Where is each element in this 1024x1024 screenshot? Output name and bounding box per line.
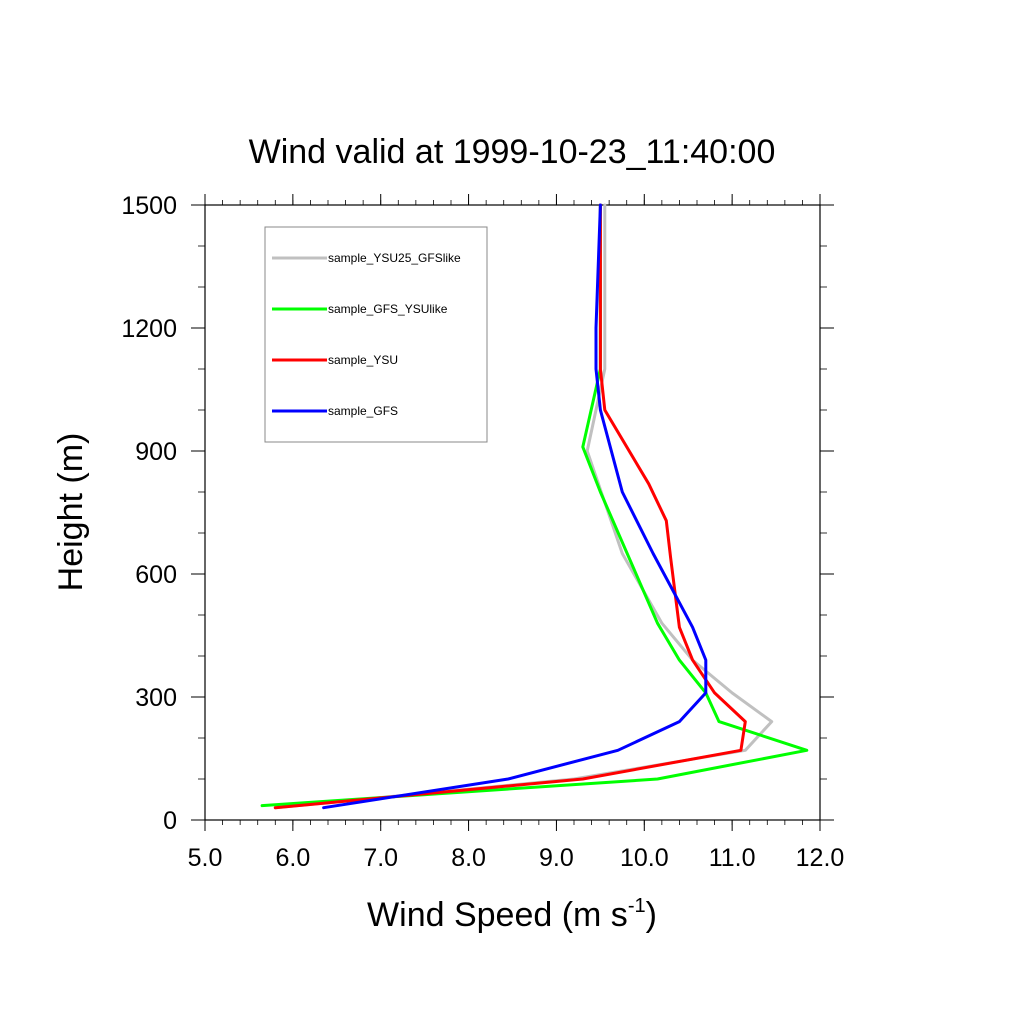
- series-line: [322, 203, 708, 810]
- series-line: [273, 203, 747, 810]
- x-tick-label: 10.0: [620, 844, 669, 872]
- x-tick-label: 7.0: [363, 844, 398, 872]
- legend-label: sample_GFS_YSUlike: [328, 302, 448, 316]
- y-tick-label: 1500: [121, 192, 177, 220]
- x-tick-label: 8.0: [451, 844, 486, 872]
- x-tick-label: 5.0: [188, 844, 223, 872]
- legend-label: sample_YSU: [328, 353, 398, 367]
- legend: sample_YSU25_GFSlike sample_GFS_YSUlikesa…: [264, 226, 488, 443]
- legend-label: sample_GFS: [328, 404, 398, 418]
- legend-box: [264, 226, 488, 443]
- x-axis-label: Wind Speed (m s-1): [367, 895, 657, 934]
- x-tick-label: 9.0: [539, 844, 574, 872]
- y-axis-label: Height (m): [52, 433, 90, 592]
- y-tick-label: 1200: [121, 315, 177, 343]
- series-lines: [260, 203, 809, 810]
- series-line: [273, 203, 774, 810]
- y-tick-label: 600: [135, 561, 177, 589]
- y-tick-label: 0: [163, 807, 177, 835]
- x-tick-label: 11.0: [709, 844, 756, 872]
- plot-border: [204, 204, 821, 821]
- plot-area: [204, 204, 821, 821]
- x-tick-label: 12.0: [796, 844, 845, 872]
- x-axis-label-superscript: -1: [628, 895, 646, 917]
- x-tick-label: 6.0: [275, 844, 310, 872]
- axis-ticks: 5.0 6.0 7.0 8.0 9.0 10.0 11.0 12.0 0 300 600 900 120…: [121, 192, 844, 872]
- legend-label: sample_YSU25_GFSlike: [328, 251, 461, 265]
- chart-title: Wind valid at 1999-10-23_11:40:00: [249, 133, 776, 171]
- y-tick-label: 900: [135, 438, 177, 466]
- y-tick-label: 300: [135, 684, 177, 712]
